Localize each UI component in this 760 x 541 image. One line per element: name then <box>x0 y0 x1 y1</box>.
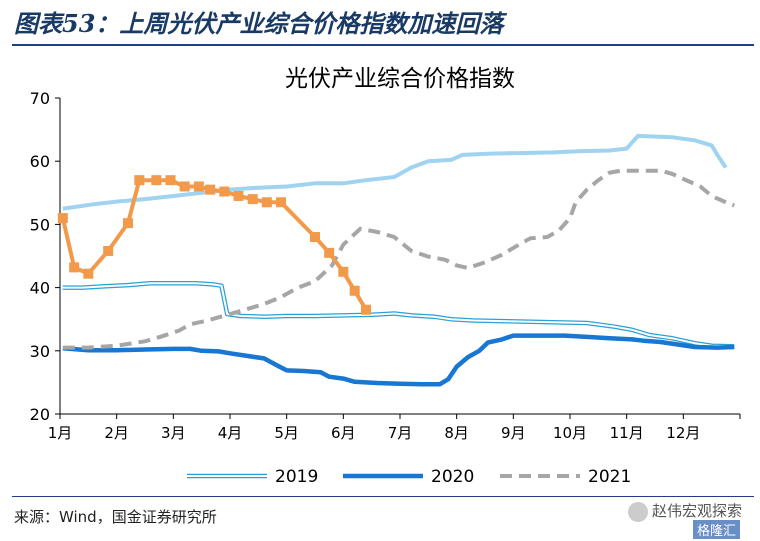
data-point-marker <box>123 218 133 229</box>
y-tick-label: 20 <box>30 405 50 424</box>
x-tick-label: 6月 <box>331 424 356 442</box>
series-line-orange <box>60 178 368 311</box>
data-point-marker <box>349 285 360 296</box>
x-tick-label: 12月 <box>666 424 700 442</box>
data-point-marker <box>205 184 216 195</box>
data-point-marker <box>165 175 176 186</box>
series-line-2019-inner <box>62 282 735 348</box>
watermark-text: 赵伟宏观探索 <box>651 502 742 520</box>
data-point-marker <box>83 268 94 279</box>
data-point-marker <box>233 190 244 201</box>
figure-title: 图表53：上周光伏产业综合价格指数加速回落 <box>14 9 504 38</box>
y-tick-label: 40 <box>30 279 50 298</box>
data-point-marker <box>193 181 204 192</box>
data-point-marker <box>151 175 162 186</box>
x-tick-label: 5月 <box>274 424 299 442</box>
data-point-marker <box>219 186 230 197</box>
axes: 20 30 40 50 60 70 1月 2月 3月 4月 5月 6月 7月 8月 9月 10月 11月 12月 <box>30 89 741 442</box>
y-tick-label: 70 <box>30 89 50 108</box>
watermark-secondary: 格隆汇 <box>692 520 740 539</box>
data-point-marker <box>261 197 272 208</box>
wechat-icon <box>627 501 648 522</box>
data-point-marker <box>361 304 371 315</box>
y-tick-label: 60 <box>30 152 50 171</box>
chart-title: 光伏产业综合价格指数 <box>285 66 515 92</box>
x-tick-label: 7月 <box>388 424 413 442</box>
data-point-marker <box>179 181 190 192</box>
data-point-marker <box>324 247 335 258</box>
x-tick-label: 4月 <box>218 424 243 442</box>
x-tick-label: 1月 <box>48 424 73 442</box>
x-tick-label: 3月 <box>161 424 186 442</box>
data-point-marker <box>134 175 145 186</box>
legend-label: 2021 <box>588 467 631 487</box>
x-tick-label: 10月 <box>553 424 587 442</box>
y-tick-label: 50 <box>30 215 50 234</box>
data-point-marker <box>276 197 286 208</box>
y-tick-label: 30 <box>30 342 50 361</box>
legend: 2019 2020 2021 <box>187 467 631 487</box>
source-rule <box>12 496 754 497</box>
x-tick-label: 9月 <box>501 424 526 442</box>
data-point-marker <box>247 194 258 205</box>
data-point-marker <box>103 245 114 256</box>
title-rule <box>12 44 754 46</box>
x-tick-label: 2月 <box>104 424 129 442</box>
source-note: 来源：Wind，国金证券研究所 <box>14 508 217 526</box>
data-point-marker <box>69 262 80 273</box>
legend-label: 2020 <box>431 467 474 487</box>
legend-label: 2019 <box>275 467 318 487</box>
data-point-marker <box>338 266 349 277</box>
x-tick-label: 8月 <box>444 424 469 442</box>
x-tick-label: 11月 <box>610 424 644 442</box>
series-line-light <box>62 133 728 211</box>
data-point-marker <box>310 232 320 243</box>
series-line-2020 <box>62 333 735 387</box>
series-line-2021 <box>62 168 735 350</box>
series-lines <box>57 133 735 387</box>
data-point-marker <box>57 213 68 224</box>
watermark: 赵伟宏观探索 <box>627 500 742 522</box>
